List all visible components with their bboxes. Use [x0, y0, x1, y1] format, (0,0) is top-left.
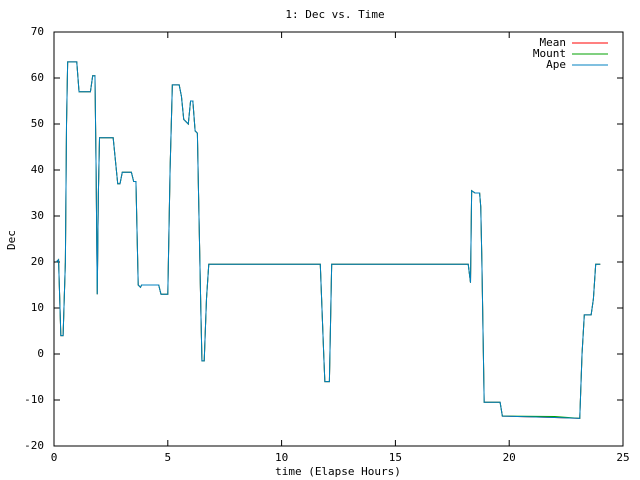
x-tick-label: 0	[51, 451, 58, 464]
legend-label: Ape	[546, 58, 566, 71]
x-tick-label: 5	[164, 451, 171, 464]
x-tick-label: 25	[616, 451, 629, 464]
y-tick-label: 60	[31, 71, 44, 84]
legend-label: Mean	[540, 36, 567, 49]
y-tick-label: -10	[24, 393, 44, 406]
y-tick-label: 10	[31, 301, 44, 314]
y-axis-label: Dec	[5, 230, 18, 250]
series-line	[55, 61, 601, 419]
legend-label: Mount	[533, 47, 566, 60]
x-axis-label: time (Elapse Hours)	[275, 465, 401, 478]
series-line	[55, 61, 601, 419]
y-tick-label: 20	[31, 255, 44, 268]
y-tick-label: 50	[31, 117, 44, 130]
x-tick-label: 20	[503, 451, 516, 464]
y-tick-label: 30	[31, 209, 44, 222]
y-tick-label: 40	[31, 163, 44, 176]
x-tick-label: 15	[389, 451, 402, 464]
chart-title: 1: Dec vs. Time	[285, 8, 384, 21]
y-tick-label: 70	[31, 25, 44, 38]
series-line	[55, 61, 601, 419]
plot-frame	[53, 31, 624, 447]
y-tick-label: -20	[24, 439, 44, 452]
y-tick-label: 0	[37, 347, 44, 360]
x-tick-label: 10	[275, 451, 288, 464]
